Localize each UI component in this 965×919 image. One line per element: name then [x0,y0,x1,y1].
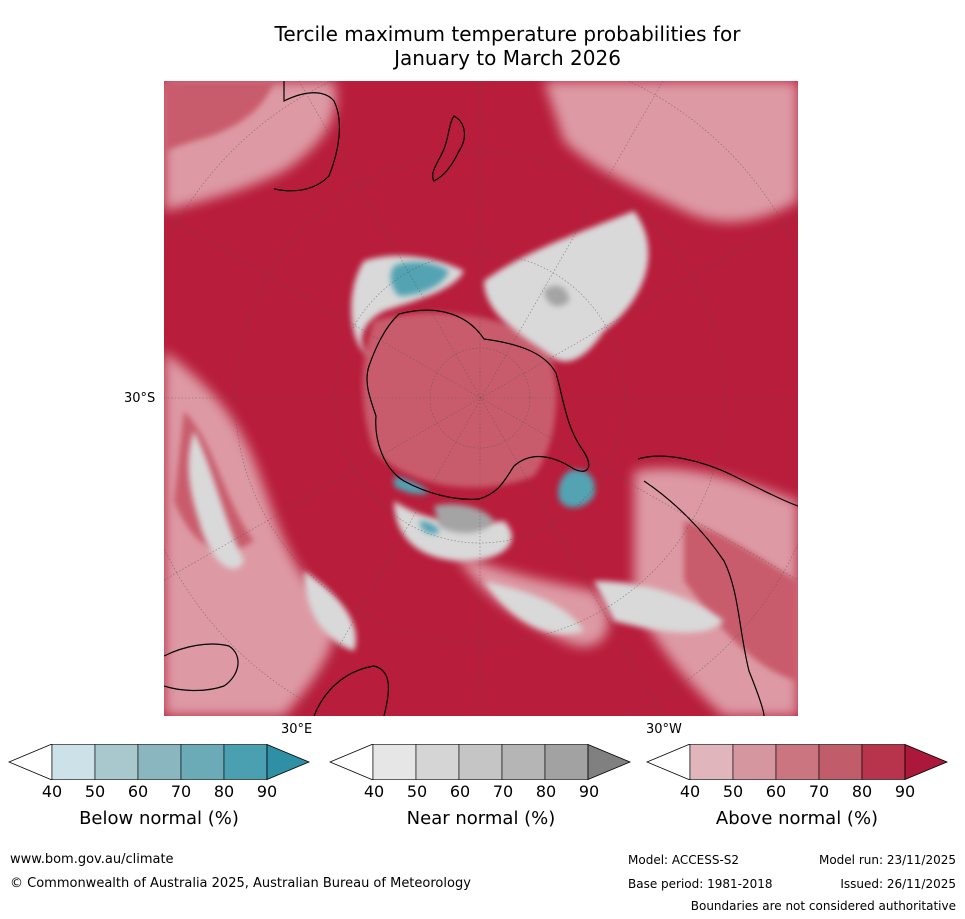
disclaimer-text: Boundaries are not considered authoritat… [690,899,956,913]
model-run-text: Model run: 23/11/2025 [818,853,956,867]
near-normal-high [434,285,569,533]
colorbar-segment [415,744,460,780]
colorbar-segment [544,744,589,780]
colorbar-extend-high [904,744,949,780]
lon-label-30e: 30°E [281,722,313,737]
copyright-text: © Commonwealth of Australia 2025, Austra… [10,876,471,891]
colorbar-segment [94,744,139,780]
colorbar-segment [775,744,820,780]
colorbar-extend-low [329,744,374,780]
tick-label: 60 [765,782,787,801]
new-zealand-coastline [432,115,466,182]
legend-title-near: Near normal (%) [406,808,556,829]
colorbar-extend-high [587,744,632,780]
tick-label: 60 [449,782,471,801]
colorbar-extend-high [266,744,311,780]
colorbar-segment [861,744,906,780]
website-link[interactable]: www.bom.gov.au/climate [10,852,174,867]
lon-label-30w: 30°W [646,722,682,737]
tick-label: 70 [170,782,192,801]
tick-label: 90 [578,782,600,801]
colorbar-above-normal [646,744,949,780]
legend-title-above: Above normal (%) [715,808,879,829]
colorbar-segment [732,744,777,780]
africa-coastline [164,643,390,716]
tick-label: 50 [722,782,744,801]
colorbar-segment [501,744,546,780]
legend-title-below: Below normal (%) [79,808,239,829]
tick-label: 70 [808,782,830,801]
tick-label: 70 [492,782,514,801]
tick-label: 40 [679,782,701,801]
title-line-1: Tercile maximum temperature probabilitie… [274,22,741,46]
antarctica-coastline [366,309,590,500]
colorbar-segment [458,744,503,780]
colorbar-segment [689,744,734,780]
tick-label: 40 [363,782,385,801]
australia-coastline [273,81,340,192]
model-text: Model: ACCESS-S2 [628,853,740,867]
colorbar-extend-low [8,744,53,780]
graticule [164,81,798,716]
colorbar-segment [818,744,863,780]
tick-label: 50 [406,782,428,801]
tick-label: 40 [41,782,63,801]
above-mid-regions [164,81,798,681]
tick-label: 90 [894,782,916,801]
map-svg [164,81,798,716]
lat-label-30s: 30°S [124,391,156,406]
colorbar-segment [180,744,225,780]
chart-title: Tercile maximum temperature probabilitie… [160,22,855,70]
issued-text: Issued: 26/11/2025 [840,877,956,891]
tick-label: 80 [851,782,873,801]
base-period-text: Base period: 1981-2018 [628,877,773,891]
tick-label: 90 [256,782,278,801]
colorbar-segment [137,744,182,780]
tick-label: 50 [84,782,106,801]
south-america-coastline [637,455,798,716]
colorbar-extend-low [646,744,691,780]
tick-label: 60 [127,782,149,801]
colorbar-below-normal [8,744,311,780]
colorbar-segment [51,744,96,780]
tick-label: 80 [535,782,557,801]
colorbar-near-normal [329,744,632,780]
probability-map [164,81,798,716]
colorbar-segment [223,744,268,780]
title-line-2: January to March 2026 [394,46,621,70]
near-normal-regions [188,211,724,651]
colorbar-segment [372,744,417,780]
tick-label: 80 [213,782,235,801]
